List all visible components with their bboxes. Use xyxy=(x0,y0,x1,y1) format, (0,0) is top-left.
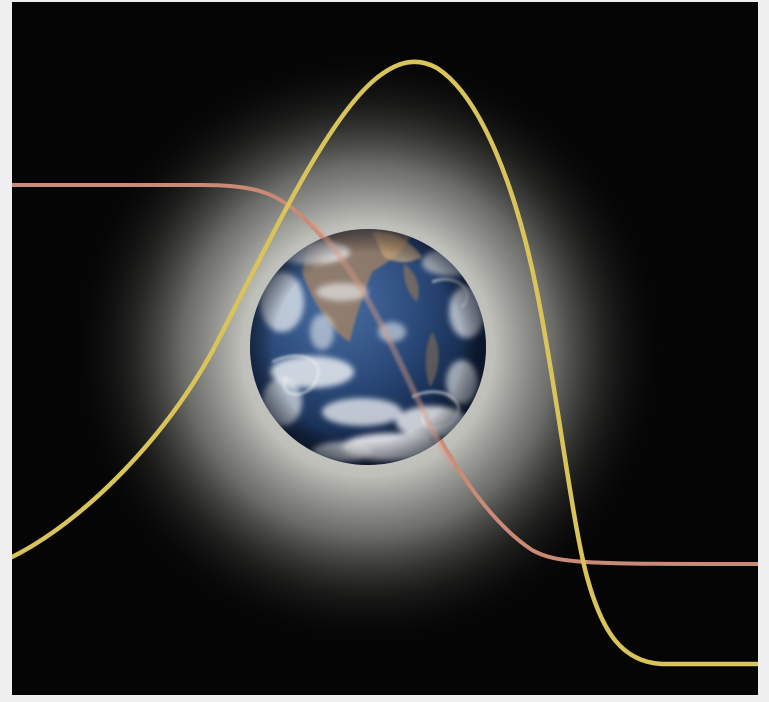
gold-curve xyxy=(12,59,758,667)
scene-svg xyxy=(12,2,758,695)
earth-globe xyxy=(250,229,486,465)
salmon-curve-overlay xyxy=(309,221,455,467)
scene xyxy=(12,2,758,695)
